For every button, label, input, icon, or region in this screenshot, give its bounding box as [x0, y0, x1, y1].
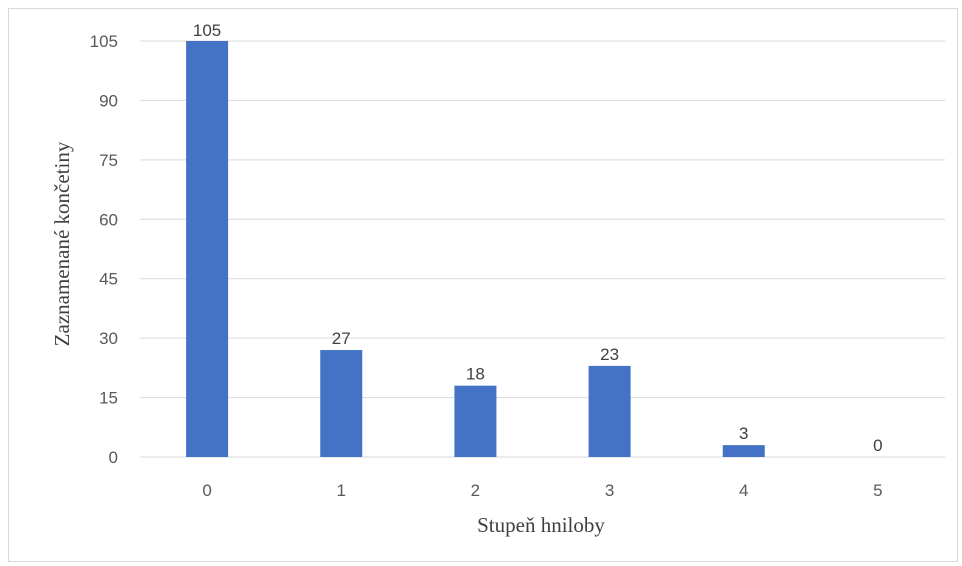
x-tick-label: 3: [605, 481, 614, 500]
y-tick-label: 60: [99, 210, 118, 229]
data-label: 0: [873, 436, 882, 455]
y-tick-label: 105: [90, 32, 118, 51]
data-label: 23: [600, 345, 619, 364]
data-label: 3: [739, 424, 748, 443]
bar: [454, 385, 497, 457]
x-tick-label: 0: [202, 481, 211, 500]
data-label: 27: [332, 329, 351, 348]
y-axis-title: Zaznamenané končetiny: [50, 141, 74, 346]
x-tick-label: 1: [337, 481, 346, 500]
y-tick-label: 90: [99, 91, 118, 110]
y-tick-label: 15: [99, 389, 118, 408]
bars: [186, 41, 765, 457]
x-axis-title: Stupeň hniloby: [477, 513, 605, 537]
x-tick-label: 4: [739, 481, 748, 500]
data-label: 18: [466, 365, 485, 384]
y-axis-ticks: 0 15 30 45 60 75 90 105: [90, 32, 118, 467]
y-tick-label: 75: [99, 151, 118, 170]
y-tick-label: 30: [99, 329, 118, 348]
x-tick-label: 5: [873, 481, 882, 500]
bar: [186, 41, 229, 457]
data-label: 105: [193, 21, 221, 40]
x-axis-ticks: 0 1 2 3 4 5: [202, 481, 882, 500]
y-tick-label: 0: [109, 448, 118, 467]
y-tick-label: 45: [99, 270, 118, 289]
bar: [320, 350, 363, 457]
x-tick-label: 2: [471, 481, 480, 500]
gridlines: [140, 40, 945, 458]
bar: [722, 445, 765, 457]
bar: [588, 365, 631, 457]
data-labels: 105 27 18 23 3 0: [193, 21, 883, 455]
